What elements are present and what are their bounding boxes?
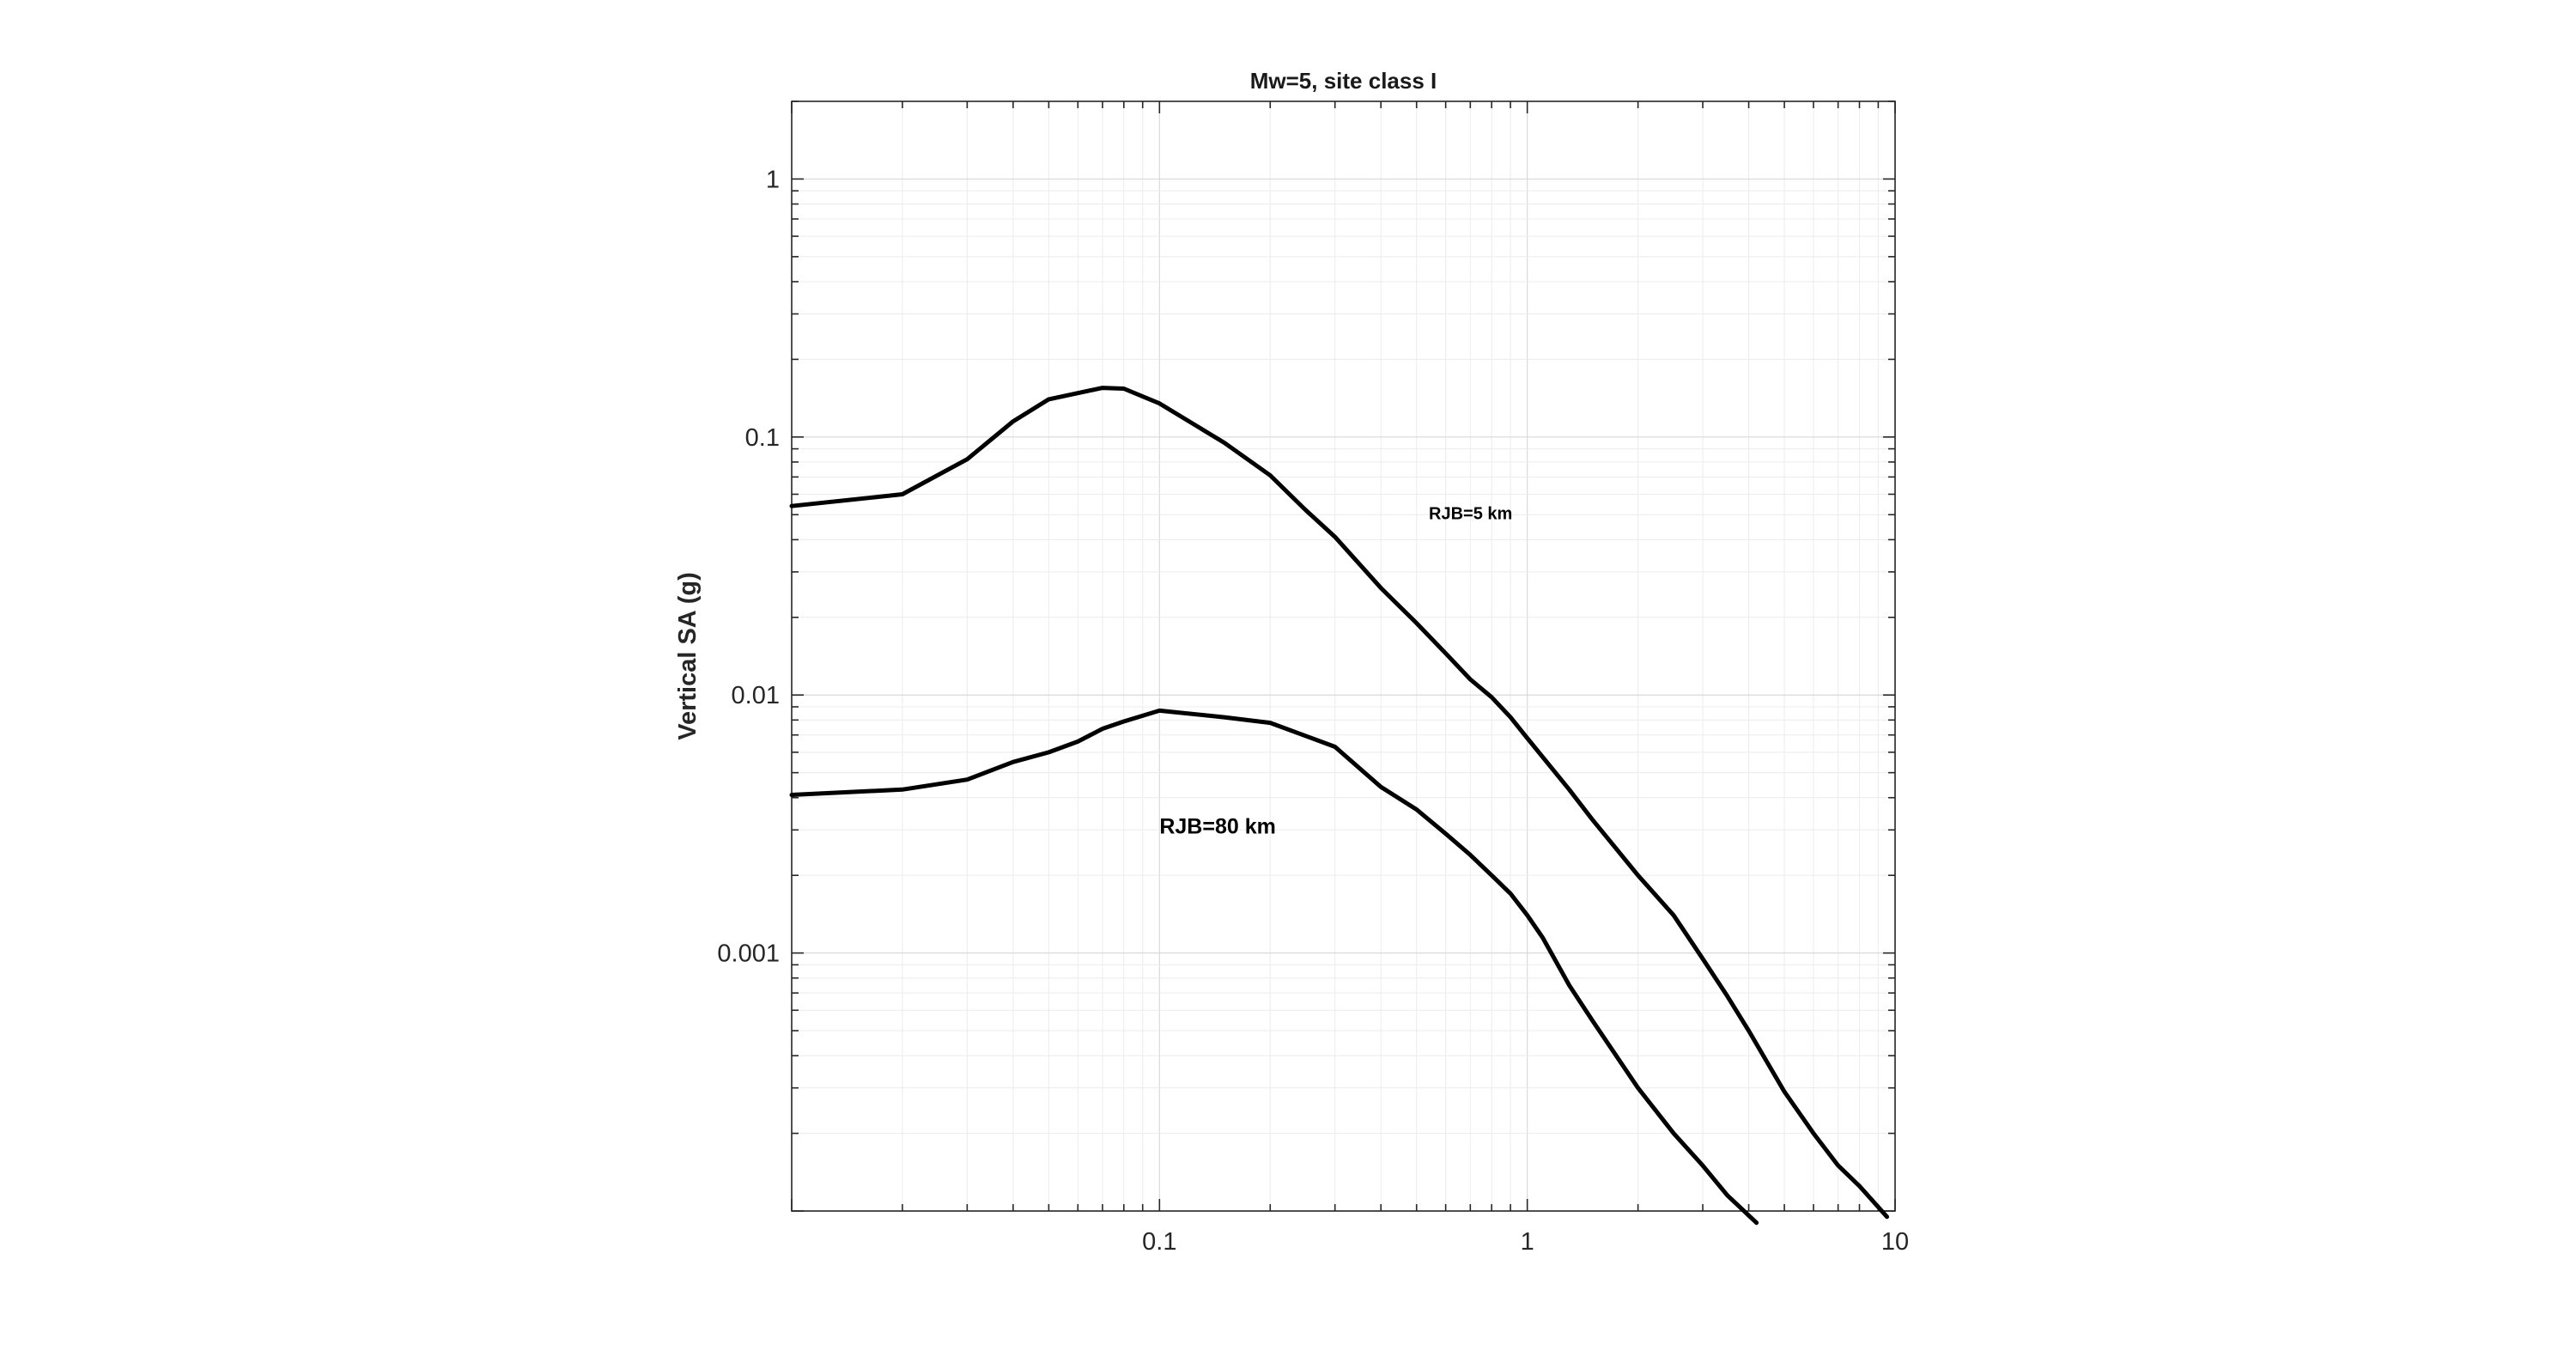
grid [791,100,1896,1212]
series-group [789,386,1889,1226]
plot-area-frame [791,100,1896,1212]
axis-tick-labels: 0.1 1 10 0.001 0.01 0.1 1 [717,166,1909,1256]
y-tick-label: 1 [766,166,780,193]
x-tick-label: 0.1 [1142,1228,1176,1256]
axis-ticks [791,100,1896,1212]
annotations: RJB=5 km RJB=80 km [1159,505,1512,839]
x-tick-label: 1 [1521,1228,1534,1256]
y-axis-label: Vertical SA (g) [674,572,702,740]
chart-title: Mw=5, site class I [1250,68,1437,94]
y-tick-label: 0.1 [745,424,780,452]
annotation-1: RJB=5 km [1429,505,1512,524]
y-tick-label: 0.01 [732,682,780,709]
y-tick-label: 0.001 [717,940,780,968]
series-line-1 [789,386,1889,1220]
series-line-2 [789,708,1759,1226]
annotation-2: RJB=80 km [1159,815,1276,839]
x-tick-label: 10 [1881,1228,1909,1256]
